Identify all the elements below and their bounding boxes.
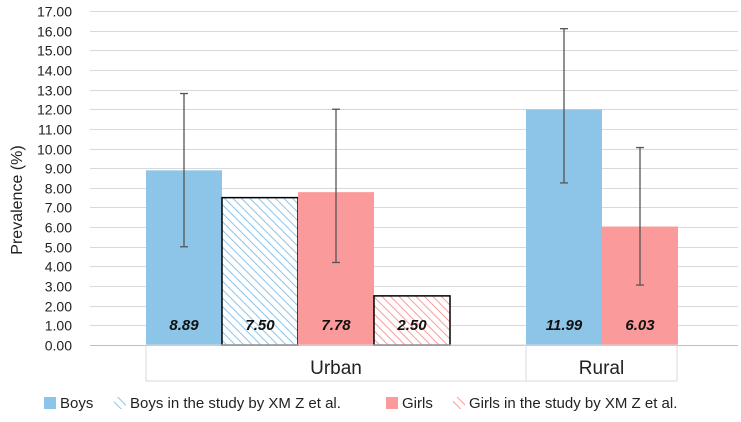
data-label: 7.78: [321, 317, 351, 334]
data-labels: 8.89 7.50 7.78 2.50 11.99 6.03: [169, 317, 655, 334]
data-label: 6.03: [625, 317, 655, 334]
y-tick-label: 5.00: [45, 240, 72, 256]
y-tick-label: 12.00: [37, 102, 72, 118]
y-tick-label: 11.00: [38, 122, 72, 138]
legend: Boys Boys in the study by XM Z et al. Girl…: [44, 395, 677, 412]
legend-item: Boys: [44, 395, 93, 412]
category-label-urban: Urban: [310, 358, 362, 379]
y-tick-label: 16.00: [37, 24, 72, 40]
category-box: [525, 344, 678, 382]
category-label-rural: Rural: [579, 358, 624, 379]
y-tick-label: 0.00: [45, 338, 72, 354]
legend-swatch: [114, 397, 126, 409]
error-bar: [636, 146, 644, 286]
y-tick-label: 9.00: [45, 161, 72, 177]
bars: [146, 109, 678, 346]
y-tick-label: 3.00: [45, 279, 72, 295]
legend-item: Boys in the study by XM Z et al.: [114, 395, 341, 412]
y-axis-ticks: 0.00 1.00 2.00 3.00 4.00 5.00 6.00 7.00 8.00 9.00…: [37, 4, 72, 354]
legend-label: Boys in the study by XM Z et al.: [130, 395, 341, 412]
y-tick-label: 10.00: [37, 142, 72, 158]
y-tick-label: 15.00: [37, 43, 72, 59]
legend-label: Girls: [402, 395, 433, 412]
legend-swatch: [44, 397, 56, 409]
error-bar: [180, 92, 188, 248]
y-tick-label: 1.00: [45, 318, 72, 334]
legend-item: Girls in the study by XM Z et al.: [453, 395, 677, 412]
y-tick-label: 6.00: [45, 220, 72, 236]
legend-label: Boys: [60, 395, 93, 412]
y-tick-label: 17.00: [37, 4, 72, 20]
y-tick-label: 14.00: [37, 63, 72, 79]
data-label: 7.50: [245, 317, 275, 334]
category-axis: Urban Rural: [145, 344, 678, 382]
legend-swatch: [386, 397, 398, 409]
y-tick-label: 13.00: [37, 83, 72, 99]
error-bar: [332, 108, 340, 264]
data-label: 8.89: [169, 317, 199, 334]
y-tick-label: 4.00: [45, 259, 72, 275]
y-tick-label: 7.00: [45, 200, 72, 216]
data-label: 11.99: [546, 317, 583, 334]
error-bars: [180, 28, 644, 286]
y-axis-label: Prevalence (%): [9, 145, 26, 254]
legend-item: Girls: [386, 395, 433, 412]
bar-urban-girls-in-the-study-by-xm-z-et-al: [373, 295, 451, 346]
legend-swatch: [453, 397, 465, 409]
y-tick-label: 8.00: [45, 181, 72, 197]
legend-label: Girls in the study by XM Z et al.: [469, 395, 677, 412]
y-tick-label: 2.00: [45, 299, 72, 315]
data-label: 2.50: [396, 317, 427, 334]
error-bar: [560, 28, 568, 184]
